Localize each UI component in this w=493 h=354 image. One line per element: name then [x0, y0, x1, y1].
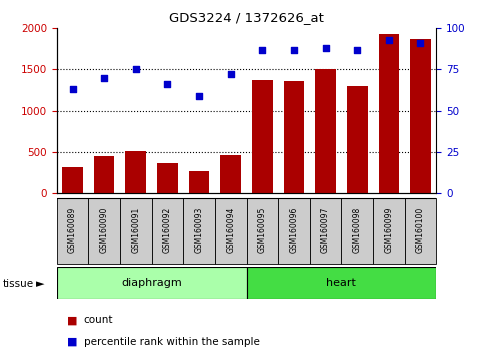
FancyBboxPatch shape	[152, 198, 183, 263]
Text: GSM160096: GSM160096	[289, 207, 298, 253]
Point	[385, 37, 393, 43]
FancyBboxPatch shape	[310, 198, 341, 263]
FancyBboxPatch shape	[120, 198, 152, 263]
Text: GSM160089: GSM160089	[68, 207, 77, 253]
Text: GSM160100: GSM160100	[416, 207, 425, 253]
Text: ■: ■	[67, 337, 77, 347]
Text: diaphragm: diaphragm	[121, 278, 182, 288]
Bar	[94, 156, 114, 193]
Text: GSM160092: GSM160092	[163, 207, 172, 253]
Text: GSM160091: GSM160091	[131, 207, 141, 253]
Text: GSM160090: GSM160090	[100, 207, 108, 253]
FancyBboxPatch shape	[57, 198, 88, 263]
Bar	[157, 163, 177, 193]
Point	[353, 47, 361, 52]
Point	[227, 72, 235, 77]
Point	[132, 67, 140, 72]
FancyBboxPatch shape	[278, 198, 310, 263]
Text: GSM160095: GSM160095	[258, 207, 267, 253]
Bar	[220, 155, 241, 193]
Point	[164, 81, 172, 87]
Bar	[410, 39, 431, 193]
Point	[69, 86, 76, 92]
Text: count: count	[84, 315, 113, 325]
Text: ■: ■	[67, 315, 77, 325]
Bar	[316, 69, 336, 193]
Text: ►: ►	[35, 279, 44, 289]
Text: GSM160098: GSM160098	[352, 207, 362, 253]
Text: GSM160099: GSM160099	[385, 207, 393, 253]
FancyBboxPatch shape	[57, 267, 246, 299]
Point	[321, 45, 329, 51]
Point	[100, 75, 108, 81]
FancyBboxPatch shape	[341, 198, 373, 263]
Point	[290, 47, 298, 52]
FancyBboxPatch shape	[246, 267, 436, 299]
Bar	[126, 151, 146, 193]
FancyBboxPatch shape	[373, 198, 405, 263]
Bar	[252, 80, 273, 193]
FancyBboxPatch shape	[183, 198, 215, 263]
Text: GSM160094: GSM160094	[226, 207, 235, 253]
Bar	[379, 34, 399, 193]
Text: heart: heart	[326, 278, 356, 288]
Text: percentile rank within the sample: percentile rank within the sample	[84, 337, 260, 347]
Point	[195, 93, 203, 99]
Text: GSM160097: GSM160097	[321, 207, 330, 253]
FancyBboxPatch shape	[88, 198, 120, 263]
Bar	[62, 167, 83, 193]
FancyBboxPatch shape	[246, 198, 278, 263]
Text: tissue: tissue	[2, 279, 34, 289]
Bar	[189, 171, 210, 193]
Text: GDS3224 / 1372626_at: GDS3224 / 1372626_at	[169, 11, 324, 24]
FancyBboxPatch shape	[215, 198, 246, 263]
Point	[417, 40, 424, 46]
Text: GSM160093: GSM160093	[195, 207, 204, 253]
Bar	[347, 86, 367, 193]
FancyBboxPatch shape	[405, 198, 436, 263]
Bar	[283, 81, 304, 193]
Point	[258, 47, 266, 52]
